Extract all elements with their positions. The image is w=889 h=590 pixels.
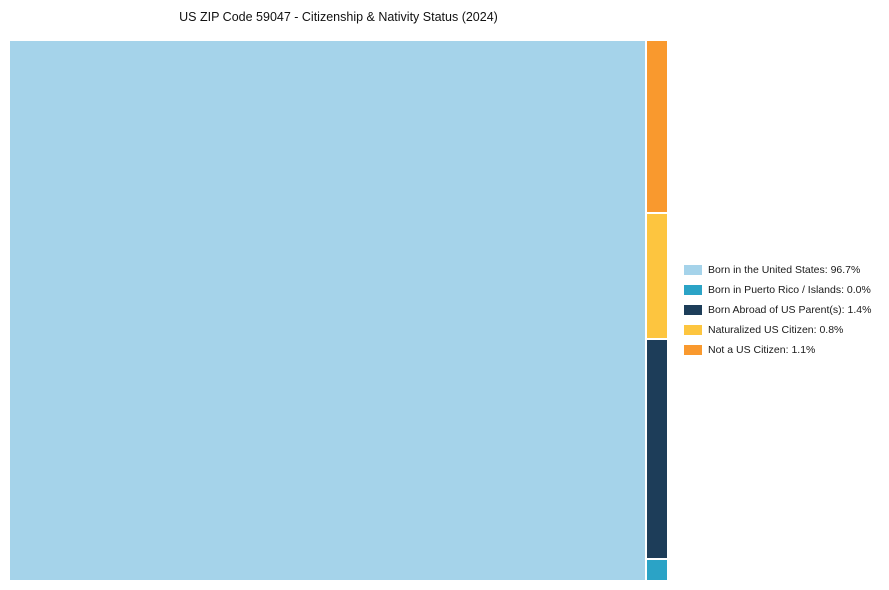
legend-item: Not a US Citizen: 1.1% bbox=[684, 344, 871, 356]
legend-label: Not a US Citizen: 1.1% bbox=[708, 344, 816, 356]
chart-legend: Born in the United States: 96.7% Born in … bbox=[684, 264, 871, 356]
legend-swatch bbox=[684, 345, 702, 355]
legend-swatch bbox=[684, 325, 702, 335]
legend-swatch bbox=[684, 305, 702, 315]
legend-swatch bbox=[684, 265, 702, 275]
legend-swatch bbox=[684, 285, 702, 295]
treemap-segment-born-in-the-united-states bbox=[10, 41, 646, 580]
legend-label: Born in the United States: 96.7% bbox=[708, 264, 861, 276]
legend-item: Born in the United States: 96.7% bbox=[684, 264, 871, 276]
treemap-segment-not-a-us-citizen bbox=[647, 41, 667, 212]
legend-label: Born in Puerto Rico / Islands: 0.0% bbox=[708, 284, 871, 296]
treemap-segment-born-in-puerto-rico-islands bbox=[647, 559, 667, 580]
legend-item: Born Abroad of US Parent(s): 1.4% bbox=[684, 304, 871, 316]
treemap-minor-strip bbox=[647, 41, 667, 580]
legend-item: Naturalized US Citizen: 0.8% bbox=[684, 324, 871, 336]
legend-label: Naturalized US Citizen: 0.8% bbox=[708, 324, 844, 336]
treemap-segment-naturalized-us-citizen bbox=[647, 213, 667, 339]
legend-label: Born Abroad of US Parent(s): 1.4% bbox=[708, 304, 872, 316]
treemap-chart bbox=[10, 41, 667, 580]
legend-item: Born in Puerto Rico / Islands: 0.0% bbox=[684, 284, 871, 296]
treemap-segment-born-abroad-of-us-parent-s bbox=[647, 340, 667, 558]
chart-title: US ZIP Code 59047 - Citizenship & Nativi… bbox=[179, 10, 498, 24]
